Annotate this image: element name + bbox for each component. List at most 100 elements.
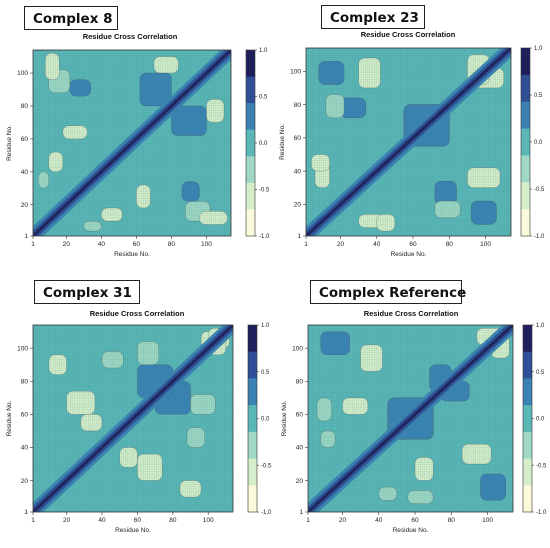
y-tick-label: 80	[294, 102, 302, 109]
y-tick-label: 20	[21, 202, 29, 209]
y-tick-label: 20	[294, 202, 302, 209]
colorbar-segment	[246, 76, 255, 104]
x-axis-label: Residue No.	[115, 527, 151, 534]
x-tick-label: 1	[31, 517, 35, 524]
x-tick-label: 80	[448, 517, 456, 524]
y-axis-label: Residue No.	[6, 400, 13, 436]
y-tick-label: 80	[296, 378, 304, 385]
y-tick-label: 20	[296, 478, 304, 485]
y-tick-label: 1	[24, 233, 28, 240]
x-axis-label: Residue No.	[393, 527, 429, 534]
y-tick-label: 60	[21, 136, 29, 143]
y-tick-label: 40	[294, 168, 302, 175]
grid-overlay	[306, 48, 511, 236]
plot-frame	[305, 47, 512, 237]
colorbar-tick-label: 1.0	[536, 323, 545, 329]
x-tick-label: 100	[201, 241, 212, 248]
y-tick-label: 60	[296, 412, 304, 419]
x-tick-label: 100	[203, 517, 214, 524]
y-axis-label: Residue No.	[281, 400, 288, 436]
colorbar-segment	[521, 74, 530, 103]
y-tick-label: 100	[290, 68, 301, 75]
x-tick-label: 20	[337, 241, 345, 248]
colorbar-segment	[523, 405, 532, 433]
chart-title: Residue Cross Correlation	[90, 309, 185, 318]
grid-overlay	[33, 325, 233, 512]
x-tick-label: 100	[480, 241, 491, 248]
heatmap-area	[306, 48, 511, 236]
y-tick-label: 1	[299, 509, 303, 516]
colorbar-segment	[523, 351, 532, 379]
chart-title: Residue Cross Correlation	[361, 30, 456, 39]
panel-label: Complex 31	[34, 280, 140, 304]
chart-panel-complex-31: Complex 31 Residue Cross Correlation 1 20…	[0, 271, 275, 543]
heatmap-chart: Residue Cross Correlation 1 20 40 60 80 100 1 2…	[281, 309, 547, 534]
x-tick-label: 40	[373, 241, 381, 248]
colorbar-tick-label: -1.0	[261, 510, 272, 516]
grid-overlay	[308, 325, 513, 512]
chart-panel-complex-8: Complex 8 Residue Cross Correlation 1 20 4…	[0, 0, 275, 271]
x-tick-label: 40	[375, 517, 383, 524]
colorbar-segment	[246, 156, 255, 184]
heatmap-chart: Residue Cross Correlation 1 20 40 60 80 100 1 2…	[6, 309, 272, 534]
colorbar-segment	[523, 485, 532, 513]
colorbar-tick-label: 0.5	[534, 93, 543, 99]
colorbar-tick-label: 0.0	[261, 417, 270, 423]
y-tick-label: 1	[24, 509, 28, 516]
colorbar-segment	[246, 50, 255, 78]
x-tick-label: 60	[409, 241, 417, 248]
colorbar-tick-label: 1.0	[261, 323, 270, 329]
heatmap-area	[33, 325, 233, 512]
x-tick-label: 40	[98, 517, 106, 524]
y-axis-label: Residue No.	[6, 125, 13, 161]
panel-label: Complex 23	[321, 5, 425, 29]
heatmap-chart: Residue Cross Correlation 1 20 40 60 80 100 1 2…	[6, 32, 270, 258]
y-tick-label: 40	[21, 445, 29, 452]
x-tick-label: 60	[134, 517, 142, 524]
colorbar-segment	[523, 458, 532, 486]
colorbar-tick-label: -0.5	[259, 188, 270, 194]
colorbar-tick-label: 1.0	[259, 48, 268, 54]
colorbar-segment	[246, 209, 255, 237]
colorbar-tick-label: -0.5	[534, 187, 545, 193]
x-tick-label: 100	[482, 517, 493, 524]
x-tick-label: 1	[306, 517, 310, 524]
grid-overlay	[33, 50, 231, 236]
y-tick-label: 100	[292, 345, 303, 352]
y-tick-label: 80	[21, 103, 29, 110]
chart-title: Residue Cross Correlation	[364, 309, 459, 318]
colorbar-segment	[521, 48, 530, 76]
heatmap-area	[33, 50, 231, 236]
colorbar-segment	[248, 325, 257, 353]
heatmap-area	[308, 325, 513, 512]
x-tick-label: 80	[168, 241, 176, 248]
colorbar-segment	[523, 325, 532, 353]
x-tick-label: 80	[446, 241, 454, 248]
colorbar-segment	[523, 431, 532, 460]
colorbar-segment	[248, 378, 257, 406]
colorbar-tick-label: -1.0	[534, 234, 545, 240]
plot-frame	[307, 324, 514, 513]
colorbar-tick-label: 0.0	[534, 140, 543, 146]
colorbar-tick-label: 0.5	[536, 370, 545, 376]
colorbar-tick-label: -1.0	[259, 234, 270, 240]
x-tick-label: 1	[31, 241, 35, 248]
x-tick-label: 20	[63, 241, 71, 248]
colorbar-segment	[248, 485, 257, 513]
x-tick-label: 60	[133, 241, 141, 248]
colorbar-segment	[523, 378, 532, 406]
y-tick-label: 40	[296, 445, 304, 452]
y-tick-label: 80	[21, 378, 29, 385]
plot-frame	[32, 49, 232, 237]
colorbar-tick-label: -0.5	[536, 463, 547, 469]
colorbar-tick-label: -1.0	[536, 510, 547, 516]
x-tick-label: 20	[339, 517, 347, 524]
y-tick-label: 100	[17, 70, 28, 77]
colorbar-tick-label: 0.5	[259, 95, 268, 101]
colorbar-segment	[246, 129, 255, 157]
y-axis-label: Residue No.	[279, 124, 286, 160]
panel-label: Complex Reference	[310, 280, 466, 304]
y-tick-label: 20	[21, 478, 29, 485]
heatmap-chart: Residue Cross Correlation 1 20 40 60 80 100 1 2…	[279, 30, 545, 258]
colorbar-segment	[521, 155, 530, 183]
